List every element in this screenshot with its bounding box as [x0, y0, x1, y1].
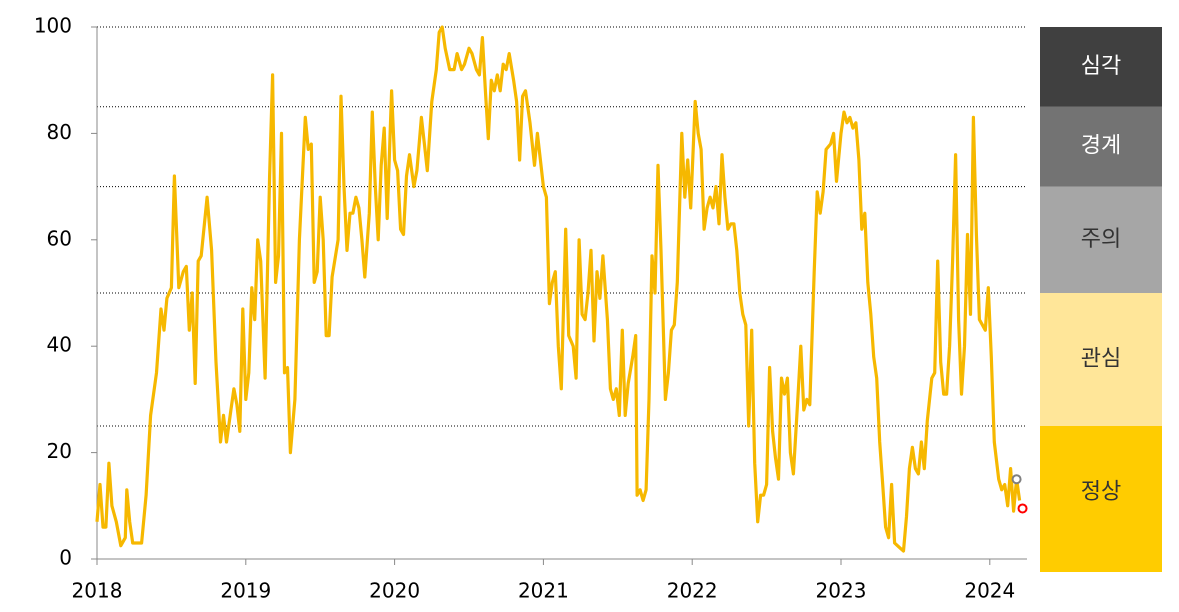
y-tick-label: 20	[47, 439, 72, 463]
data-line	[95, 25, 1022, 553]
y-tick-label: 60	[47, 226, 72, 250]
y-tick-label: 40	[47, 333, 72, 357]
x-tick-label: 2020	[369, 579, 420, 603]
x-tick-label: 2018	[72, 579, 123, 603]
x-tick-label: 2023	[816, 579, 867, 603]
y-tick-label: 80	[47, 120, 72, 144]
band	[1040, 186, 1162, 293]
band-label: 경계	[1081, 134, 1121, 159]
x-tick-label: 2024	[964, 579, 1015, 603]
band	[1040, 27, 1162, 107]
x-tick-label: 2019	[220, 579, 271, 603]
band-label: 관심	[1081, 347, 1121, 372]
band-label: 심각	[1081, 54, 1121, 79]
band	[1040, 293, 1162, 426]
band	[1040, 106, 1162, 187]
y-tick-label: 0	[59, 546, 72, 570]
x-tick-label: 2022	[667, 579, 718, 603]
band-label: 주의	[1081, 227, 1121, 252]
band-label: 정상	[1081, 480, 1121, 505]
band	[1040, 426, 1162, 572]
marker	[1017, 503, 1028, 514]
x-tick-label: 2021	[518, 579, 569, 603]
y-tick-label: 100	[34, 14, 72, 38]
marker	[1011, 474, 1022, 485]
